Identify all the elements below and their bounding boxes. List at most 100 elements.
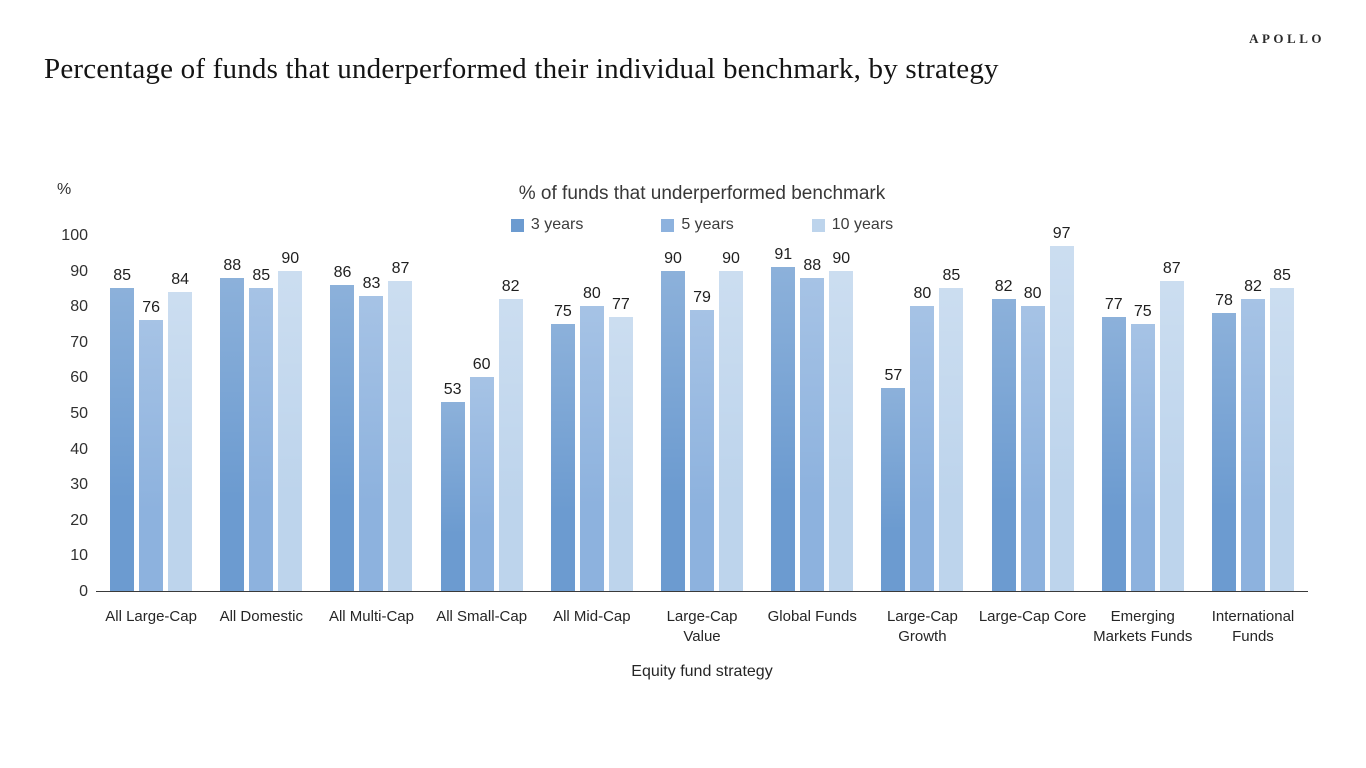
bar: 84 bbox=[168, 271, 193, 591]
bar-group: 82 80 97 bbox=[978, 225, 1088, 591]
bar: 75 bbox=[550, 303, 575, 591]
legend-item: 10 years bbox=[811, 216, 894, 234]
bar-value-label: 97 bbox=[1052, 224, 1071, 242]
bar-value-label: 76 bbox=[142, 299, 160, 317]
chart-title: % of funds that underperformed benchmark bbox=[518, 183, 886, 204]
bar-value-label: 90 bbox=[664, 249, 682, 267]
y-tick-label: 60 bbox=[70, 369, 88, 387]
bar-value-label: 87 bbox=[391, 260, 410, 278]
bar: 87 bbox=[388, 260, 413, 591]
bar: 85 bbox=[939, 267, 964, 591]
legend-label: 3 years bbox=[530, 216, 584, 233]
bar: 86 bbox=[330, 264, 355, 591]
page-title: Percentage of funds that underperformed … bbox=[44, 53, 999, 85]
bar: 60 bbox=[469, 356, 494, 591]
y-tick-label: 70 bbox=[70, 333, 88, 351]
bar-value-label: 75 bbox=[1133, 303, 1152, 320]
bar-value-label: 53 bbox=[443, 381, 462, 399]
legend-swatch bbox=[661, 218, 675, 232]
bar-value-label: 85 bbox=[113, 267, 131, 285]
bar-group: 78 82 85 bbox=[1198, 236, 1308, 591]
plot-area: 85 76 84 88 85 90 86 83 87 53 60 82 75 80 77 90 79 90 91 88… bbox=[96, 225, 1308, 592]
bar: 87 bbox=[1159, 260, 1184, 591]
bar: 82 bbox=[991, 278, 1016, 591]
legend-label: 10 years bbox=[831, 216, 894, 233]
bar-group: 57 80 85 bbox=[867, 236, 977, 591]
y-axis-unit-label: % bbox=[57, 181, 72, 198]
y-tick-label: 10 bbox=[70, 547, 88, 565]
bar-value-label: 82 bbox=[1244, 278, 1262, 296]
bar-value-label: 85 bbox=[1273, 267, 1291, 285]
bar: 85 bbox=[110, 267, 135, 591]
y-tick-label: 0 bbox=[79, 583, 88, 600]
bar: 53 bbox=[440, 381, 465, 591]
x-category-label: Large-Cap Core bbox=[978, 608, 1087, 625]
bar-value-label: 60 bbox=[472, 356, 491, 374]
bar: 90 bbox=[719, 250, 744, 591]
bar: 77 bbox=[1101, 296, 1126, 591]
bar: 85 bbox=[1269, 267, 1294, 591]
bar-group: 86 83 87 bbox=[316, 236, 426, 591]
bar: 76 bbox=[139, 299, 164, 591]
bar: 90 bbox=[278, 250, 303, 591]
bar-value-label: 85 bbox=[942, 267, 961, 285]
bar: 88 bbox=[800, 257, 825, 591]
bar-value-label: 83 bbox=[362, 274, 381, 292]
legend-swatch bbox=[510, 218, 524, 232]
bar-value-label: 86 bbox=[333, 263, 352, 281]
y-tick-label: 50 bbox=[70, 405, 88, 422]
bar: 82 bbox=[498, 278, 523, 591]
bar-group: 85 76 84 bbox=[96, 236, 206, 591]
bar: 88 bbox=[220, 257, 245, 591]
legend-label: 5 years bbox=[681, 216, 734, 233]
y-tick-label: 40 bbox=[70, 440, 88, 458]
bar-value-label: 78 bbox=[1215, 292, 1233, 310]
bar-value-label: 77 bbox=[611, 295, 630, 313]
bar-group: 77 75 87 bbox=[1088, 236, 1198, 591]
bar-value-label: 88 bbox=[223, 256, 242, 274]
bar: 82 bbox=[1240, 278, 1265, 591]
x-category-label: All Multi-Cap bbox=[328, 608, 414, 625]
bar-value-label: 77 bbox=[1104, 295, 1123, 313]
bar: 90 bbox=[661, 250, 686, 591]
x-category-label: All Domestic bbox=[219, 608, 303, 625]
y-tick-label: 90 bbox=[70, 262, 88, 280]
x-axis-category-labels: All Large-Cap All Domestic All Multi-Cap Al… bbox=[96, 607, 1308, 647]
bar-value-label: 84 bbox=[171, 270, 189, 288]
bar-group: 90 79 90 bbox=[647, 236, 757, 591]
apollo-logo: APOLLO bbox=[1249, 31, 1325, 46]
bar-value-label: 87 bbox=[1162, 260, 1181, 278]
bar: 90 bbox=[829, 250, 854, 591]
bar: 97 bbox=[1049, 225, 1074, 591]
bar: 80 bbox=[910, 285, 935, 591]
bar-value-label: 80 bbox=[582, 285, 601, 303]
bar-value-label: 75 bbox=[553, 303, 572, 320]
bar-value-label: 79 bbox=[693, 288, 711, 306]
bar: 79 bbox=[690, 289, 715, 591]
bar-value-label: 82 bbox=[994, 278, 1013, 296]
x-category-label: Large-Cap Value bbox=[666, 608, 738, 645]
x-category-label: All Mid-Cap bbox=[553, 608, 631, 625]
bar: 85 bbox=[249, 267, 274, 591]
y-tick-label: 100 bbox=[61, 227, 88, 244]
bar-value-label: 91 bbox=[774, 246, 793, 264]
bar-group: 88 85 90 bbox=[206, 236, 316, 591]
x-category-label: Global Funds bbox=[767, 608, 857, 625]
bar-group: 75 80 77 bbox=[537, 236, 647, 591]
bar: 80 bbox=[579, 285, 604, 591]
bar-value-label: 90 bbox=[281, 249, 300, 267]
bar-value-label: 88 bbox=[803, 256, 822, 274]
bar-group: 91 88 90 bbox=[757, 236, 867, 591]
legend-swatch bbox=[811, 218, 825, 232]
x-category-label: Large-Cap Growth bbox=[886, 608, 958, 645]
legend-item: 5 years bbox=[661, 216, 734, 234]
bar-value-label: 85 bbox=[252, 267, 271, 285]
bar-value-label: 90 bbox=[722, 249, 740, 267]
x-axis-title: Equity fund strategy bbox=[631, 663, 773, 680]
bar-value-label: 90 bbox=[832, 249, 851, 267]
bar: 83 bbox=[359, 275, 384, 591]
bar-group: 53 60 82 bbox=[427, 236, 537, 591]
bar: 77 bbox=[608, 296, 633, 591]
